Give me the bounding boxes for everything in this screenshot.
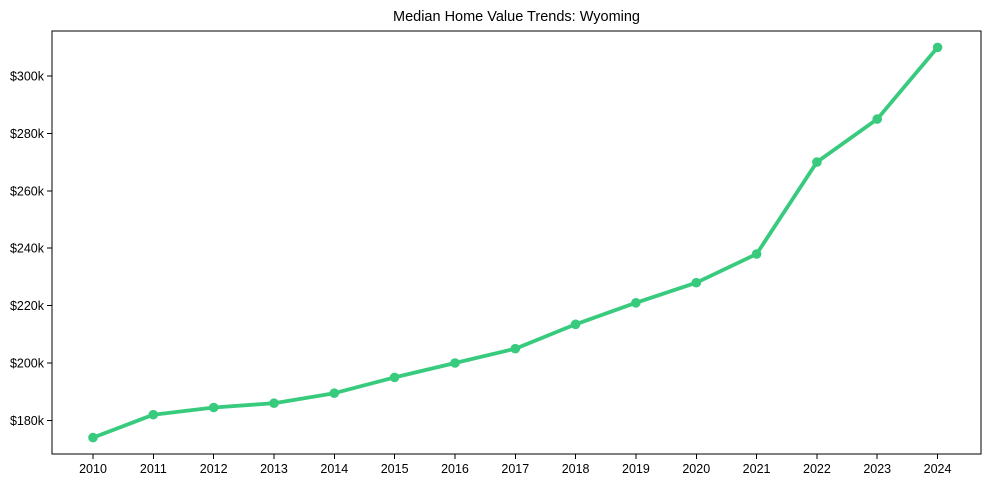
x-tick-label: 2013: [260, 462, 288, 476]
data-point-2023: [872, 114, 882, 124]
data-point-2019: [631, 298, 641, 308]
x-tick-label: 2024: [924, 462, 952, 476]
y-tick-label: $220k: [10, 299, 45, 313]
data-point-2024: [932, 42, 943, 53]
data-point-2014: [329, 388, 340, 399]
x-tick-label: 2014: [320, 462, 348, 476]
data-point-2017: [510, 343, 521, 354]
data-point-2013: [269, 398, 279, 409]
x-tick-label: 2020: [682, 462, 710, 476]
x-tick-label: 2018: [562, 462, 590, 476]
y-tick-label: $280k: [10, 127, 45, 141]
data-point-2021: [751, 249, 762, 259]
data-point-2020: [691, 277, 702, 288]
x-tick-label: 2010: [79, 462, 107, 476]
data-point-2018: [570, 319, 581, 330]
x-tick-label: 2016: [441, 462, 469, 476]
data-point-2011: [148, 409, 159, 420]
data-point-2022: [812, 157, 822, 167]
x-tick-label: 2019: [622, 462, 650, 476]
x-tick-label: 2015: [381, 462, 409, 476]
data-point-2010: [88, 432, 98, 443]
x-tick-label: 2023: [863, 462, 891, 476]
data-point-2015: [389, 372, 400, 383]
x-tick-label: 2017: [501, 462, 529, 476]
x-tick-label: 2021: [743, 462, 771, 476]
x-tick-label: 2022: [803, 462, 831, 476]
data-point-2016: [450, 358, 460, 368]
y-tick-label: $300k: [10, 70, 45, 84]
plot-border: [51, 30, 982, 455]
chart-title: Median Home Value Trends: Wyoming: [392, 9, 641, 25]
x-tick-label: 2011: [140, 462, 167, 476]
y-tick-label: $240k: [10, 242, 45, 256]
y-tick-label: $180k: [10, 414, 45, 428]
y-tick-label: $260k: [10, 184, 45, 198]
x-tick-label: 2012: [200, 462, 228, 476]
data-point-2012: [208, 402, 219, 413]
y-tick-label: $200k: [10, 357, 45, 371]
